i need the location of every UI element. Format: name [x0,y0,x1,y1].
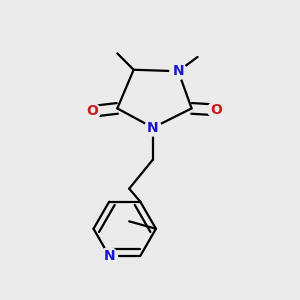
Text: N: N [103,249,115,263]
Circle shape [145,119,161,136]
Text: N: N [172,64,184,78]
Circle shape [101,248,118,264]
Circle shape [170,63,187,80]
Circle shape [208,102,224,118]
Text: O: O [210,103,222,117]
Text: O: O [86,104,98,118]
Circle shape [84,103,100,120]
Text: N: N [147,121,159,135]
